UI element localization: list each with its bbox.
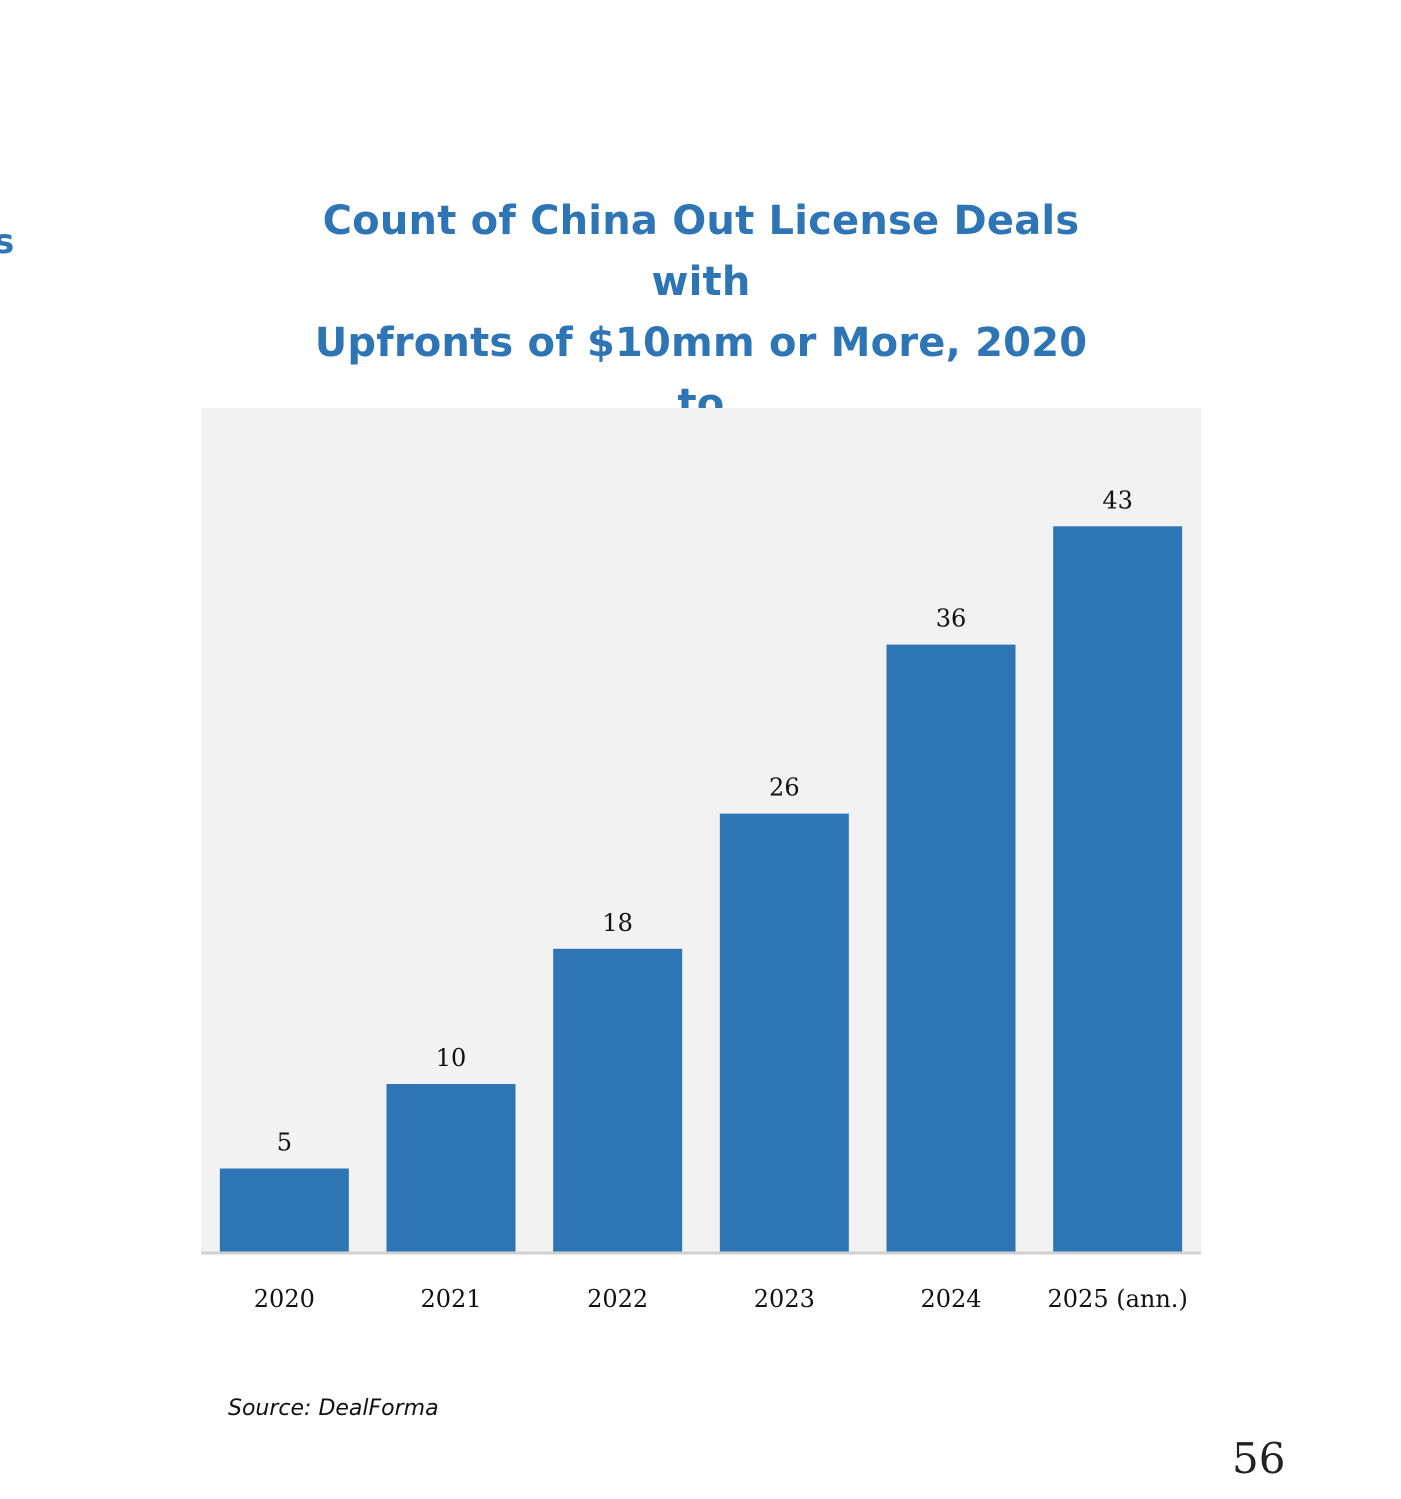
bar-2024 xyxy=(886,644,1016,1253)
cropped-heading-fragment: s xyxy=(0,222,15,262)
bar-value-label-2025-ann: 43 xyxy=(1102,486,1133,514)
chart-title-line-1: Count of China Out License Deals with xyxy=(322,198,1080,305)
x-axis-tick-label-2022: 2022 xyxy=(587,1285,648,1313)
x-axis-tick-label-2024: 2024 xyxy=(920,1285,981,1313)
page-number: 56 xyxy=(1232,1434,1286,1483)
bar-value-label-2021: 10 xyxy=(436,1044,467,1072)
x-axis-tick-label-2025-ann: 2025 (ann.) xyxy=(1048,1285,1188,1313)
bar-2022 xyxy=(553,948,683,1253)
source-note: Source: DealForma xyxy=(228,1396,439,1421)
bar-2021 xyxy=(386,1084,516,1253)
bar-value-label-2023: 26 xyxy=(769,774,800,802)
bar-value-label-2024: 36 xyxy=(936,605,967,633)
plot-background xyxy=(201,408,1201,1253)
bars-layer xyxy=(219,526,1183,1253)
x-axis-tick-label-2023: 2023 xyxy=(754,1285,815,1313)
bar-2023 xyxy=(719,813,849,1253)
bar-2020 xyxy=(219,1168,349,1253)
bar-value-label-2022: 18 xyxy=(602,909,633,937)
x-axis-tick-label-2020: 2020 xyxy=(254,1285,315,1313)
x-axis-tick-label-2021: 2021 xyxy=(420,1285,481,1313)
bar-value-labels-layer: 5 10 18 26 36 43 xyxy=(277,486,1133,1156)
bar-2025-ann xyxy=(1053,526,1183,1253)
x-axis-tick-labels-layer: 2020 2021 2022 2023 2024 2025 (ann.) xyxy=(254,1285,1188,1313)
bar-value-label-2020: 5 xyxy=(277,1129,292,1157)
